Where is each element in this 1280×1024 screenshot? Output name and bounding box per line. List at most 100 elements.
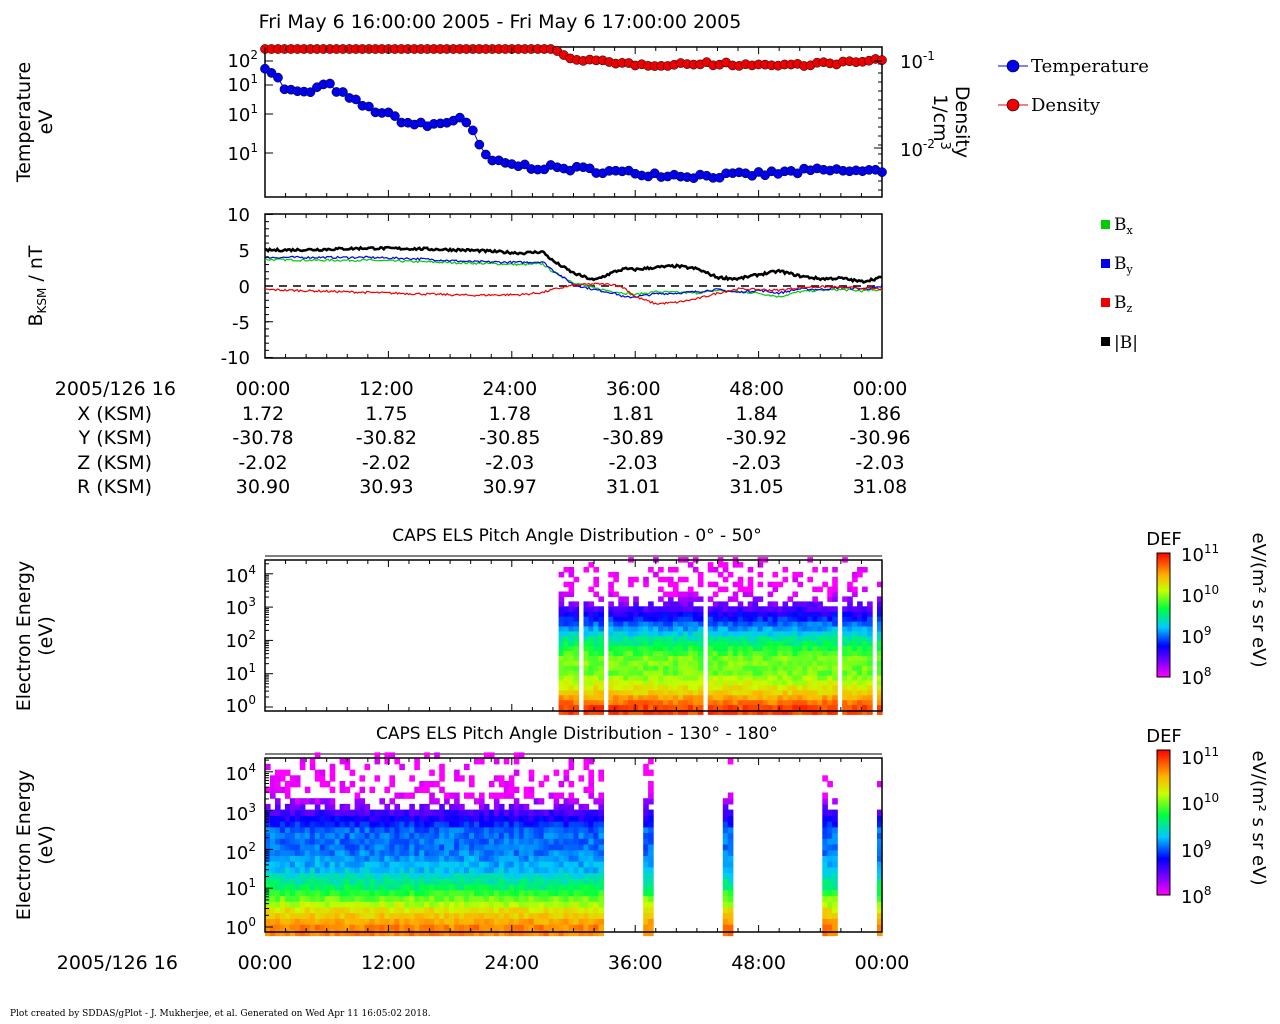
spectrogram-cell xyxy=(464,895,470,902)
spectrogram-cell xyxy=(583,645,590,652)
spectrogram-cell xyxy=(454,769,460,776)
spectrogram-cell xyxy=(822,640,828,647)
spectrogram-cell xyxy=(618,635,624,642)
spectrogram-cell xyxy=(454,861,460,868)
spectrogram-cell xyxy=(772,630,779,637)
spectrogram-cell xyxy=(722,849,729,856)
temperature-point xyxy=(351,94,361,105)
spectrogram-cell xyxy=(289,918,296,925)
spectrogram-cell xyxy=(275,786,281,793)
spectrogram-cell xyxy=(673,694,679,701)
spectrogram-cell xyxy=(812,621,818,627)
spectrogram-cell xyxy=(404,878,410,885)
spectrogram-cell xyxy=(772,606,779,612)
spectrogram-cell xyxy=(284,878,291,885)
spectrogram-cell xyxy=(877,640,883,647)
spectrogram-cell xyxy=(533,849,540,856)
spectrogram-cell xyxy=(513,826,520,834)
spectrogram-cell xyxy=(777,689,784,696)
spectrogram-cell xyxy=(782,630,789,637)
spectrogram-cell xyxy=(379,844,385,851)
spectrogram-cell xyxy=(334,821,341,828)
spectrogram-cell xyxy=(409,912,415,919)
temperature-point xyxy=(305,87,316,98)
spectrogram-cell xyxy=(573,832,580,839)
spectrogram-cell xyxy=(777,679,784,686)
spectrogram-cell xyxy=(593,606,599,612)
spectrogram-cell xyxy=(449,838,455,845)
spectrogram-cell xyxy=(583,786,590,793)
spectrogram-cell xyxy=(359,866,366,874)
spectrogram-cell xyxy=(474,901,480,908)
spectrogram-cell xyxy=(712,621,719,627)
spectrogram-cell xyxy=(498,901,505,908)
spectrogram-cell xyxy=(449,861,455,868)
spectrogram-cell xyxy=(737,709,744,715)
spectrogram-cell xyxy=(563,621,570,627)
spectrogram-cell xyxy=(419,872,425,879)
spectrogram-cell xyxy=(663,679,669,686)
spectrogram-cell xyxy=(364,803,371,811)
spectrogram-cell xyxy=(727,694,734,701)
spectrogram-cell xyxy=(324,832,331,839)
spectrogram-cell xyxy=(508,809,515,816)
spectrogram-cell xyxy=(832,684,838,691)
spectrogram-cell xyxy=(533,861,540,868)
spectrogram-cell xyxy=(354,889,361,897)
spectrogram-cell xyxy=(334,906,341,914)
spectrogram-cell xyxy=(678,665,684,671)
spectrogram-cell xyxy=(742,591,749,597)
spectrogram-cell xyxy=(752,635,759,642)
spectrogram-cell xyxy=(399,878,405,885)
spectrogram-cell xyxy=(727,809,734,816)
spectrogram-cell xyxy=(474,918,480,925)
spectrogram-cell xyxy=(827,884,833,891)
spectrogram-cell xyxy=(787,670,794,676)
spectrogram-cell xyxy=(284,895,291,902)
spectrogram-cell xyxy=(444,832,450,839)
spectrogram-cell xyxy=(797,571,803,578)
spectrogram-cell xyxy=(707,567,714,573)
spectrogram-cell xyxy=(857,655,863,661)
ephemeris-value: 1.72 xyxy=(242,403,284,425)
spectrogram-cell xyxy=(618,625,624,632)
spectrogram-cell xyxy=(653,709,659,715)
spectrogram-cell xyxy=(787,621,794,627)
spectrogram-cell xyxy=(648,611,654,617)
spectrogram-cell xyxy=(687,562,694,568)
spectrogram-cell xyxy=(762,630,769,637)
spectrogram-cell xyxy=(598,895,604,902)
spectrogram-cell xyxy=(747,699,754,706)
spectrogram-cell xyxy=(807,660,813,666)
spectrogram-cell xyxy=(687,625,694,632)
spectrogram-cell xyxy=(832,901,838,908)
spectrogram-cell xyxy=(812,645,818,652)
spectrogram-cell xyxy=(434,861,440,868)
spectrogram-cell xyxy=(483,838,490,845)
spectrogram-cell xyxy=(862,684,868,691)
panel2-tick-label: 10 xyxy=(227,205,250,226)
spectrogram-cell xyxy=(404,809,410,816)
spectrogram-cell xyxy=(523,821,530,828)
spectrogram-cell xyxy=(409,906,415,914)
spectrogram-cell xyxy=(722,694,729,701)
spectrogram-cell xyxy=(752,596,759,602)
spectrogram-cell xyxy=(459,918,465,925)
spectrogram-cell xyxy=(583,670,590,676)
spectrogram-cell xyxy=(483,895,490,902)
spectrogram-cell xyxy=(479,918,485,925)
spectrogram-cell xyxy=(697,679,704,686)
spectrogram-cell xyxy=(648,709,654,715)
spectrogram-cell xyxy=(832,576,838,583)
spectrogram-cell xyxy=(842,670,848,676)
spectrogram-cell xyxy=(787,635,794,642)
spectrogram-cell xyxy=(359,884,366,891)
spectrogram-cell xyxy=(842,606,848,612)
spectrogram-cell xyxy=(359,872,366,879)
spectrogram-cell xyxy=(548,855,555,862)
spectrogram-cell xyxy=(593,809,599,816)
spectrogram-cell xyxy=(359,826,366,834)
spectrogram-cell xyxy=(877,665,883,671)
spectrogram-cell xyxy=(857,709,863,715)
spectrogram-cell xyxy=(329,872,336,879)
